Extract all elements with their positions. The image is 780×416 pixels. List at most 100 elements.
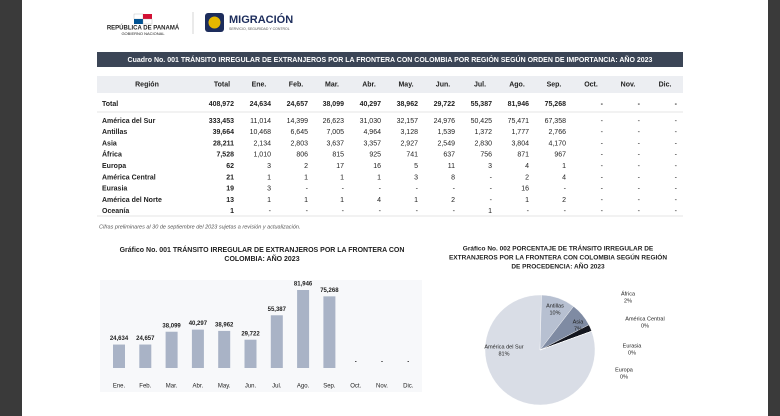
chart-title: Gráfico No. 001 TRÁNSITO IRREGULAR DE EX… [120, 245, 405, 254]
republic: REPÚBLICA DE PANAMÁ [107, 25, 180, 32]
column-header: Ago. [509, 81, 525, 88]
cell: 3 [414, 174, 418, 181]
value-label: 24,634 [110, 336, 129, 342]
row-label: Oceanía [102, 208, 129, 215]
slice-value: 10% [549, 310, 560, 316]
chart-title: Gráfico No. 002 PORCENTAJE DE TRÁNSITO I… [463, 244, 654, 253]
cell: - [564, 186, 567, 193]
cell: - [306, 208, 309, 215]
cell: - [638, 163, 641, 170]
cell: 3 [267, 186, 271, 193]
cell: - [638, 101, 641, 108]
cell: 2 [304, 163, 308, 170]
cell: - [306, 186, 309, 193]
cell: 7,528 [216, 152, 234, 159]
x-tick-label: Jul. [272, 384, 282, 390]
cell: - [675, 118, 678, 125]
cell: - [638, 208, 641, 215]
cell: - [638, 197, 641, 204]
row-label: Total [102, 101, 118, 108]
bar [191, 329, 204, 368]
slice-value: 81% [498, 351, 509, 357]
cell: 2,830 [474, 140, 492, 147]
cell: 29,722 [434, 101, 456, 108]
bar [139, 344, 152, 368]
cell: 3,357 [363, 140, 381, 147]
cell: 11 [448, 163, 455, 170]
cell: - [453, 186, 456, 193]
cell: 21 [226, 174, 234, 181]
cell: 756 [480, 152, 492, 159]
x-tick-label: Nov. [376, 384, 388, 390]
column-header: Jul. [474, 81, 486, 88]
table-title: Cuadro No. 001 TRÁNSITO IRREGULAR DE EXT… [128, 55, 653, 64]
cell: 4,170 [548, 140, 566, 147]
cell: 28,211 [213, 140, 234, 147]
cell: - [675, 186, 678, 193]
cell: - [601, 174, 604, 181]
cell: 81,946 [508, 101, 530, 108]
x-tick-label: Jun. [245, 384, 257, 390]
slice-label: África [621, 290, 636, 297]
cell: 5 [414, 163, 418, 170]
cell: - [638, 129, 641, 136]
cell: - [675, 152, 678, 159]
chart-title: EXTRANJEROS POR LA FRONTERA CON COLOMBIA… [449, 253, 667, 262]
bar [244, 339, 257, 368]
bar [270, 315, 283, 368]
cell: 17 [336, 163, 344, 170]
cell: - [342, 208, 345, 215]
logo-badge-inner [208, 16, 221, 29]
cell: - [675, 140, 678, 147]
slice-value: 7% [574, 326, 582, 332]
bar [113, 344, 125, 368]
cell: - [601, 152, 604, 159]
cell: 3,637 [326, 140, 344, 147]
note: Cifras preliminares al 30 de septiembre … [99, 224, 300, 230]
cell: - [638, 140, 641, 147]
column-header: Sep. [547, 81, 562, 88]
value-label: 55,387 [268, 307, 287, 313]
cell: 1 [230, 208, 234, 215]
cell: 2,803 [290, 140, 308, 147]
cell: 1,777 [511, 129, 529, 136]
cell: 967 [554, 152, 566, 159]
value-label: 81,946 [294, 282, 313, 288]
x-tick-label: Abr. [193, 384, 204, 390]
cell: 637 [443, 152, 455, 159]
cell: 1 [340, 174, 344, 181]
government: GOBIERNO NACIONAL [121, 31, 165, 36]
cell: - [675, 129, 678, 136]
pie-slice [539, 331, 592, 351]
column-header: Oct. [584, 81, 598, 88]
cell: 39,664 [213, 129, 235, 136]
cell: 14,399 [287, 118, 309, 125]
cell: - [675, 174, 678, 181]
slice-value: 2% [624, 298, 632, 304]
cell: 3,128 [400, 129, 418, 136]
table-header-bg [97, 76, 683, 93]
cell: - [675, 197, 678, 204]
cell: 24,634 [250, 101, 272, 108]
cell: 2,134 [253, 140, 271, 147]
x-tick-label: Ene. [113, 384, 126, 390]
cell: - [490, 186, 493, 193]
slice-value: 0% [628, 350, 636, 356]
cell: 13 [226, 197, 234, 204]
column-header: May. [398, 81, 413, 88]
column-header: Dic. [659, 81, 672, 88]
cell: 2 [525, 174, 529, 181]
cell: - [675, 208, 678, 215]
slice-label: Asia [573, 319, 585, 325]
cell: 38,962 [397, 101, 419, 108]
cell: 19 [226, 186, 234, 193]
bar [323, 296, 336, 368]
cell: 1 [304, 174, 308, 181]
row-label: América del Norte [102, 197, 162, 204]
x-tick-label: Ago. [297, 384, 310, 390]
cell: 4 [562, 174, 566, 181]
x-tick-label: Oct. [350, 384, 361, 390]
cell: 1 [340, 197, 344, 204]
cell: - [601, 101, 604, 108]
cell: 10,468 [250, 129, 272, 136]
